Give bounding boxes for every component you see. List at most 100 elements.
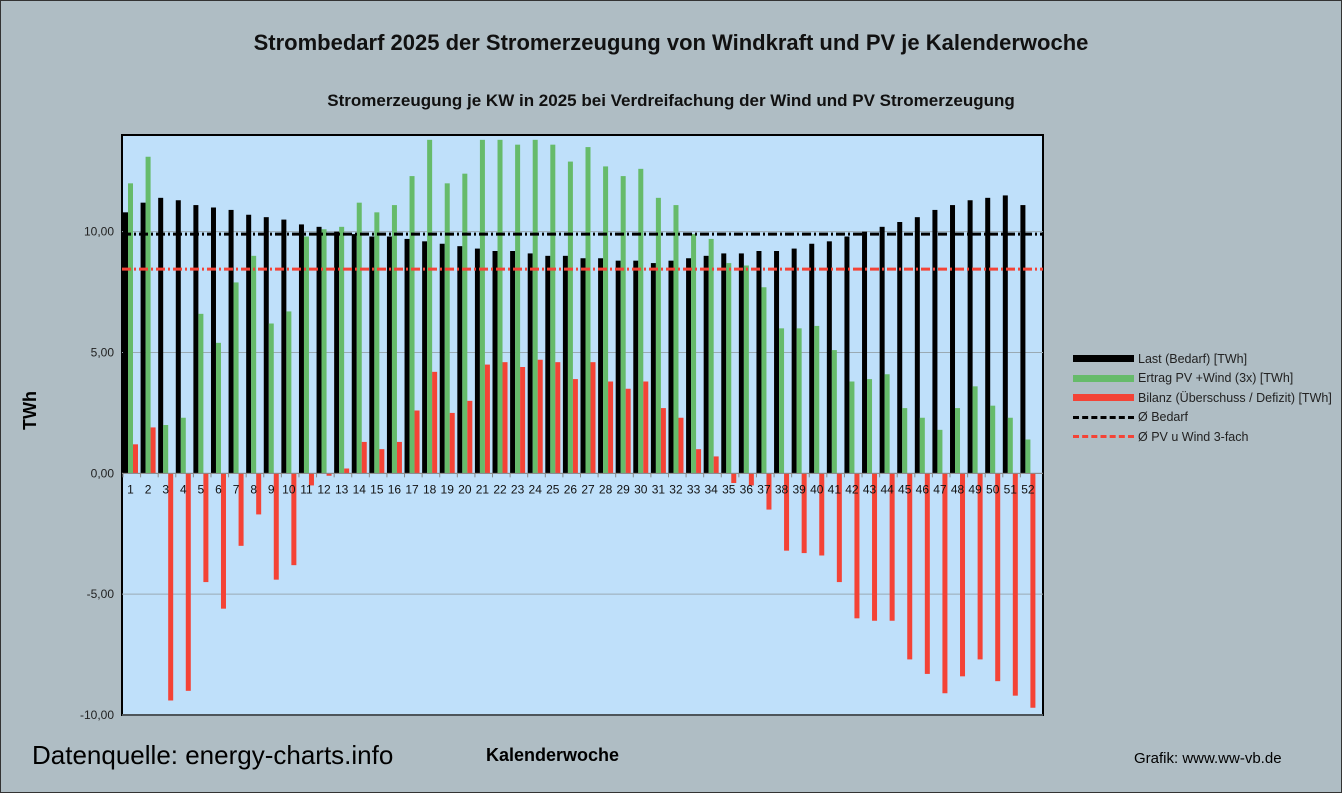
y-tick-label: 0,00: [91, 466, 115, 480]
bar-ertrag: [779, 328, 785, 474]
x-tick-label: 42: [845, 482, 859, 496]
x-tick-label: 38: [775, 482, 789, 496]
y-tick-label: 10,00: [84, 225, 114, 239]
legend-item-ertrag: Ertrag PV +Wind (3x) [TWh]: [1073, 369, 1332, 389]
legend-swatch: [1073, 355, 1134, 363]
x-tick-label: 1: [127, 482, 134, 496]
bar-bilanz: [924, 473, 930, 674]
bar-ertrag: [743, 265, 749, 474]
x-tick-label: 13: [335, 482, 349, 496]
bar-ertrag: [444, 183, 450, 474]
bar-last: [298, 224, 304, 474]
bar-ertrag: [198, 313, 204, 474]
bar-ertrag: [268, 323, 274, 474]
bar-ertrag: [497, 139, 503, 474]
bar-last: [826, 241, 832, 474]
bar-last: [844, 236, 850, 474]
bar-bilanz: [414, 410, 420, 474]
x-tick-label: 43: [863, 482, 877, 496]
bar-ertrag: [673, 205, 679, 474]
bar-bilanz: [977, 473, 983, 660]
x-tick-label: 20: [458, 482, 472, 496]
bar-bilanz: [572, 379, 578, 474]
x-tick-label: 31: [652, 482, 666, 496]
bar-bilanz: [484, 364, 490, 474]
x-tick-label: 52: [1021, 482, 1035, 496]
bar-bilanz: [273, 473, 279, 580]
bar-bilanz: [625, 388, 631, 474]
legend-item-last: Last (Bedarf) [TWh]: [1073, 349, 1332, 369]
bar-ertrag: [128, 183, 133, 474]
bar-last: [457, 246, 463, 474]
bar-bilanz: [133, 444, 138, 474]
bar-bilanz: [379, 449, 385, 474]
x-axis-label: Kalenderwoche: [486, 745, 620, 765]
bar-ertrag: [726, 263, 732, 474]
bar-ertrag: [567, 161, 573, 474]
bar-bilanz: [836, 473, 842, 583]
bar-last: [791, 248, 797, 474]
bar-bilanz: [960, 473, 966, 677]
bar-ertrag: [233, 282, 239, 474]
x-tick-label: 27: [581, 482, 595, 496]
bar-last: [334, 231, 340, 474]
bar-last: [932, 209, 938, 474]
bar-last: [897, 222, 903, 474]
bar-last: [263, 217, 269, 474]
y-tick-label: 5,00: [91, 346, 115, 360]
bar-last: [246, 214, 252, 474]
bar-last: [123, 212, 128, 474]
x-tick-label: 45: [898, 482, 912, 496]
x-tick-label: 32: [669, 482, 683, 496]
x-tick-label: 51: [1004, 482, 1018, 496]
graphic-credit: Grafik: www.ww-vb.de: [1134, 750, 1282, 767]
bar-last: [703, 255, 709, 474]
bar-last: [879, 226, 885, 474]
bar-bilanz: [220, 473, 226, 609]
bar-last: [228, 209, 234, 474]
bar-last: [140, 202, 146, 474]
bar-bilanz: [1030, 473, 1036, 708]
bar-bilanz: [942, 473, 948, 694]
bar-ertrag: [427, 139, 433, 474]
y-tick-label: -5,00: [87, 587, 115, 601]
bar-last: [422, 241, 428, 474]
x-tick-label: 33: [687, 482, 701, 496]
x-tick-label: 36: [740, 482, 754, 496]
x-tick-label: 29: [617, 482, 631, 496]
x-tick-label: 37: [757, 482, 771, 496]
bar-ertrag: [603, 166, 609, 474]
x-tick-label: 2: [145, 482, 152, 496]
bar-last: [1002, 195, 1008, 474]
x-tick-label: 9: [268, 482, 275, 496]
bar-last: [668, 260, 674, 474]
legend-label: Ø PV u Wind 3-fach: [1138, 429, 1249, 444]
bar-bilanz: [308, 473, 314, 486]
bar-bilanz: [872, 473, 878, 621]
bar-last: [386, 236, 392, 474]
bar-bilanz: [696, 449, 702, 474]
bar-last: [985, 197, 991, 474]
bar-ertrag: [937, 429, 943, 474]
bar-ertrag: [708, 238, 714, 474]
bar-ertrag: [409, 176, 415, 474]
bar-ertrag: [462, 173, 468, 474]
bar-last: [193, 205, 199, 474]
bar-bilanz: [467, 400, 473, 474]
bar-last: [598, 258, 604, 474]
x-tick-label: 35: [722, 482, 736, 496]
bar-bilanz: [713, 456, 719, 474]
x-tick-label: 6: [215, 482, 222, 496]
bar-ertrag: [655, 197, 661, 474]
x-tick-label: 26: [564, 482, 578, 496]
bar-ertrag: [1025, 439, 1031, 474]
bar-ertrag: [374, 212, 380, 474]
x-tick-label: 48: [951, 482, 965, 496]
x-tick-label: 4: [180, 482, 187, 496]
bar-ertrag: [867, 379, 873, 474]
bar-last: [439, 243, 445, 474]
bar-last: [774, 251, 780, 474]
bar-bilanz: [766, 473, 772, 510]
bar-last: [914, 217, 920, 474]
bar-ertrag: [990, 405, 996, 474]
